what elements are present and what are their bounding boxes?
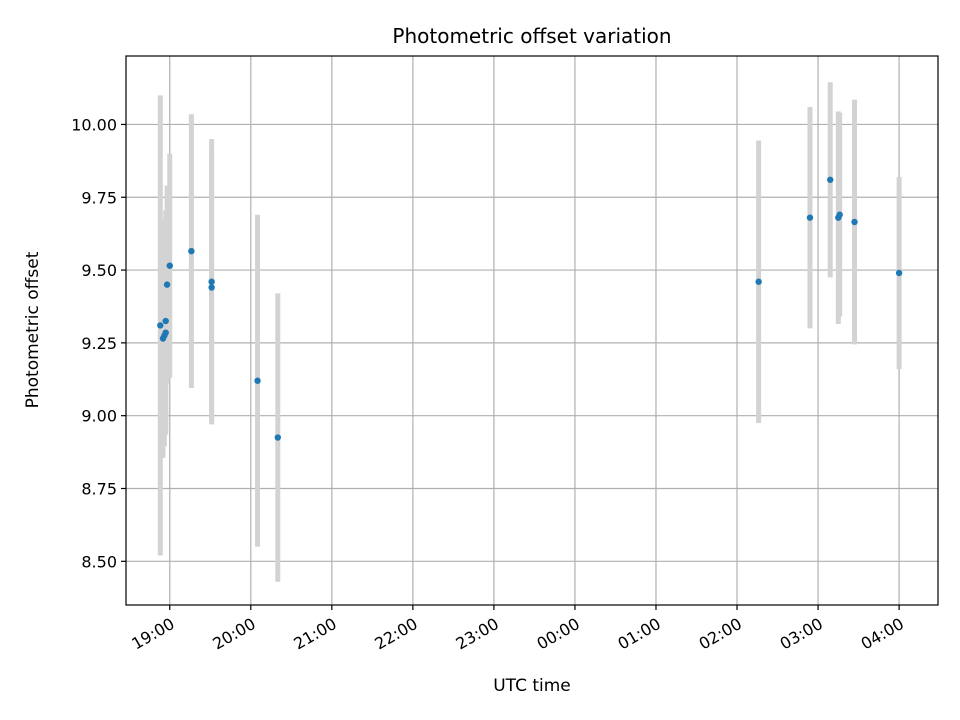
y-tick-label: 8.75	[81, 480, 117, 499]
data-point	[895, 269, 903, 277]
y-tick-label: 8.50	[81, 552, 117, 571]
data-point	[851, 218, 858, 226]
data-point	[836, 211, 843, 218]
grid	[126, 56, 938, 605]
data-point	[163, 281, 171, 288]
data-point	[162, 317, 169, 325]
data-point	[827, 176, 834, 183]
y-tick-label: 9.75	[81, 188, 117, 207]
data-point	[254, 377, 261, 384]
data-point	[157, 322, 164, 329]
data-point	[166, 262, 173, 269]
data-point	[208, 284, 215, 291]
data-points	[157, 176, 903, 441]
y-tick-label: 9.00	[81, 407, 117, 426]
data-point	[806, 214, 814, 221]
y-axis-ticks: 8.50 8.75 9.00 9.25 9.50 9.75 10.00	[71, 115, 126, 571]
x-axis-label: UTC time	[493, 676, 571, 696]
y-tick-label: 10.00	[71, 115, 117, 134]
data-point	[755, 278, 762, 285]
y-axis-label: Photometric offset	[23, 251, 43, 408]
y-tick-label: 9.50	[81, 261, 117, 280]
plot-frame	[125, 55, 939, 606]
chart-title: Photometric offset variation	[392, 24, 671, 48]
data-point	[188, 247, 195, 255]
data-point	[208, 278, 215, 285]
y-tick-label: 9.25	[81, 334, 117, 353]
data-point	[162, 329, 169, 336]
data-point	[274, 434, 282, 441]
